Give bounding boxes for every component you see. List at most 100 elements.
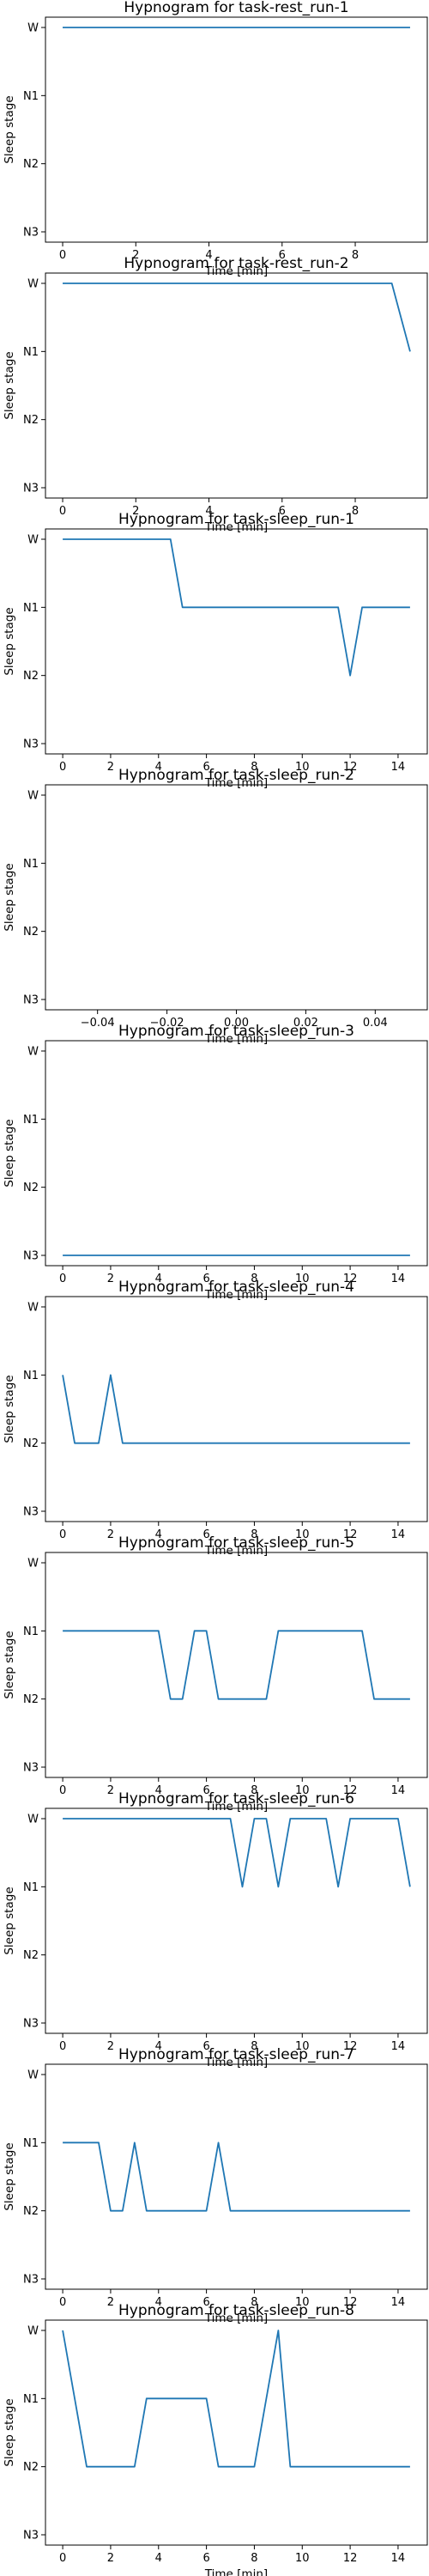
chart-title: Hypnogram for task-sleep_run-6 [118, 1790, 354, 1807]
x-tick-label: −0.02 [150, 1017, 184, 1030]
x-axis-label: Time [min] [204, 520, 268, 534]
x-tick-label: 10 [295, 1528, 310, 1541]
x-tick-label: 14 [391, 1528, 406, 1541]
x-tick-label: 0 [59, 2296, 66, 2309]
x-tick-label: 8 [251, 1784, 257, 1797]
x-axis-label: Time [min] [204, 2312, 268, 2325]
x-tick-label: 10 [295, 2296, 310, 2309]
y-tick-label: N2 [23, 1182, 39, 1194]
y-axis-label: Sleep stage [3, 2142, 16, 2210]
x-tick-label: 10 [295, 1784, 310, 1797]
y-axis-label: Sleep stage [3, 1375, 16, 1443]
y-tick-label: N1 [23, 858, 39, 871]
x-tick-label: 10 [295, 761, 310, 774]
chart-panel-4: Hypnogram for task-sleep_run-2 Sleep stag… [3, 767, 428, 1046]
y-tick-label: W [27, 1814, 39, 1826]
x-tick-label: 6 [202, 2296, 209, 2309]
x-tick-label: 12 [343, 2552, 358, 2565]
plot-frame [45, 2063, 428, 2290]
x-tick-label: 6 [279, 249, 286, 262]
x-tick-label: 2 [107, 1273, 114, 1285]
x-tick-label: 6 [202, 2040, 209, 2053]
chart-title: Hypnogram for task-sleep_run-5 [118, 1534, 354, 1552]
x-tick-label: 0 [59, 761, 66, 774]
y-tick-label: N3 [23, 2018, 39, 2031]
y-axis-label: Sleep stage [3, 2398, 16, 2466]
chart-panel-7: Hypnogram for task-sleep_run-5 Sleep stag… [3, 1534, 428, 1814]
x-tick-label: 0 [59, 505, 66, 518]
x-tick-label: 4 [155, 2296, 162, 2309]
x-tick-label: 12 [343, 1528, 358, 1541]
x-axis-label: Time [min] [204, 264, 268, 278]
chart-panel-2: Hypnogram for task-rest_run-2 Sleep stage… [3, 255, 428, 534]
chart-panel-9: Hypnogram for task-sleep_run-7 Sleep stag… [3, 2046, 428, 2325]
x-tick-label: 0 [59, 1528, 66, 1541]
x-tick-label: 0 [59, 1273, 66, 1285]
y-tick-label: N3 [23, 738, 39, 751]
y-tick-label: N2 [23, 1693, 39, 1706]
x-tick-label: 2 [107, 1528, 114, 1541]
x-tick-label: 0 [59, 1784, 66, 1797]
y-tick-label: N3 [23, 1506, 39, 1519]
x-tick-label: 8 [251, 761, 257, 774]
x-axis-label: Time [min] [204, 2567, 268, 2576]
x-tick-label: 6 [202, 1528, 209, 1541]
y-tick-label: N3 [23, 2274, 39, 2287]
x-tick-label: 6 [279, 505, 286, 518]
x-tick-label: 12 [343, 1784, 358, 1797]
x-tick-label: 4 [155, 1273, 162, 1285]
y-tick-label: N1 [23, 1370, 39, 1382]
y-tick-label: N1 [23, 346, 39, 359]
x-tick-label: 12 [343, 761, 358, 774]
hypnogram-line [63, 538, 410, 677]
y-tick-label: N2 [23, 414, 39, 427]
chart-title: Hypnogram for task-sleep_run-3 [118, 1023, 354, 1040]
chart-panel-10: Hypnogram for task-sleep_run-8 Sleep stag… [3, 2302, 428, 2576]
y-tick-label: N1 [23, 2137, 39, 2150]
chart-panel-1: Hypnogram for task-rest_run-1 Sleep stage… [3, 0, 428, 278]
y-tick-label: N1 [23, 1114, 39, 1127]
x-tick-label: 8 [251, 1273, 257, 1285]
chart-title: Hypnogram for task-rest_run-1 [124, 0, 348, 16]
x-tick-label: 8 [352, 249, 359, 262]
x-tick-label: 8 [251, 2552, 257, 2565]
chart-title: Hypnogram for task-sleep_run-1 [118, 511, 354, 528]
y-tick-label: W [27, 790, 39, 803]
y-axis-label: Sleep stage [3, 1119, 16, 1187]
y-axis-label: Sleep stage [3, 1886, 16, 1954]
y-tick-label: W [27, 2325, 39, 2338]
x-tick-label: 4 [155, 1528, 162, 1541]
y-axis-label: Sleep stage [3, 351, 16, 419]
x-tick-label: 2 [132, 505, 139, 518]
y-tick-label: N2 [23, 670, 39, 683]
x-tick-label: 8 [251, 1528, 257, 1541]
hypnogram-line [63, 1818, 411, 1888]
plot-frame [45, 1807, 428, 2034]
x-axis-label: Time [min] [204, 1544, 268, 1558]
plot-frame [45, 1552, 428, 1778]
y-tick-label: W [27, 1558, 39, 1571]
x-tick-label: 0.04 [363, 1017, 388, 1030]
x-tick-label: 4 [155, 1784, 162, 1797]
x-tick-label: 8 [251, 2040, 257, 2053]
plot-frame [45, 528, 428, 755]
x-tick-label: 0.02 [293, 1017, 318, 1030]
x-tick-label: 14 [391, 761, 406, 774]
plot-frame [45, 16, 428, 243]
y-tick-label: N3 [23, 994, 39, 1007]
x-tick-label: 8 [352, 505, 359, 518]
x-tick-label: 14 [391, 1784, 406, 1797]
x-tick-label: 4 [155, 2552, 162, 2565]
x-tick-label: 2 [107, 1784, 114, 1797]
y-tick-label: N1 [23, 2393, 39, 2406]
y-tick-label: N1 [23, 1881, 39, 1894]
y-tick-label: W [27, 278, 39, 291]
y-tick-label: W [27, 534, 39, 547]
plot-frame [45, 1296, 428, 1522]
chart-title: Hypnogram for task-rest_run-2 [124, 255, 348, 272]
hypnogram-line [62, 2330, 410, 2468]
y-tick-label: W [27, 22, 39, 35]
x-tick-label: 2 [132, 249, 139, 262]
x-tick-label: 4 [155, 2040, 162, 2053]
x-tick-label: −0.04 [81, 1017, 115, 1030]
